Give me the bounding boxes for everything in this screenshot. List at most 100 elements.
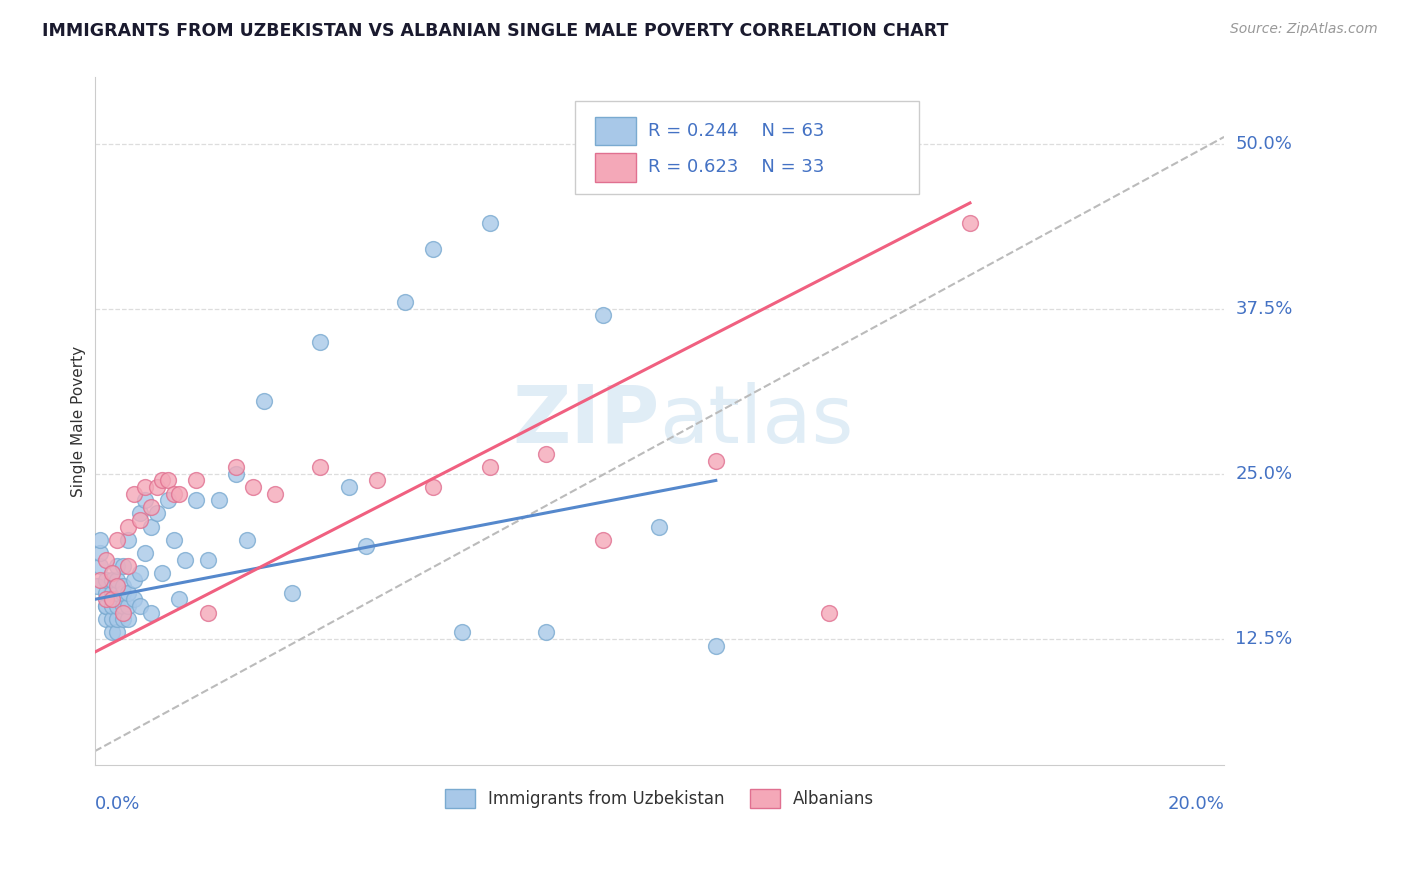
Point [117,612,139,626]
Point [128,566,150,580]
Point [122,486,145,500]
Point [122,573,145,587]
Legend: Immigrants from Uzbekistan, Albanians: Immigrants from Uzbekistan, Albanians [439,782,880,814]
Point [94,573,117,587]
Point [169,592,191,607]
Point [536,625,558,640]
Point [394,295,416,310]
Point [134,546,156,560]
Point [105,625,128,640]
Point [105,612,128,626]
Point [128,599,150,613]
Point [162,533,184,547]
Text: atlas: atlas [659,382,853,460]
Point [105,573,128,587]
Text: 25.0%: 25.0% [1236,465,1292,483]
Point [111,599,134,613]
Point [156,474,179,488]
Point [150,474,173,488]
Point [139,519,162,533]
Point [122,592,145,607]
Point [197,606,219,620]
Text: 50.0%: 50.0% [1236,135,1292,153]
Point [162,486,184,500]
Point [450,625,472,640]
Point [309,334,332,349]
Point [111,606,134,620]
Point [100,612,122,626]
Point [478,216,501,230]
Point [236,533,259,547]
Point [592,308,614,322]
Point [253,394,276,409]
Point [100,592,122,607]
Point [94,612,117,626]
Point [89,546,111,560]
Point [94,599,117,613]
Point [225,460,247,475]
Point [100,573,122,587]
Point [592,533,614,547]
Point [86,579,108,593]
FancyBboxPatch shape [595,153,636,182]
Point [366,474,388,488]
Point [208,493,231,508]
Point [105,599,128,613]
Point [264,486,287,500]
Point [536,447,558,461]
Point [100,586,122,600]
Point [117,533,139,547]
Point [422,480,444,494]
Point [242,480,264,494]
Text: 20.0%: 20.0% [1167,796,1225,814]
Text: IMMIGRANTS FROM UZBEKISTAN VS ALBANIAN SINGLE MALE POVERTY CORRELATION CHART: IMMIGRANTS FROM UZBEKISTAN VS ALBANIAN S… [42,22,949,40]
Point [174,552,197,566]
Point [478,460,501,475]
Point [111,612,134,626]
Point [128,513,150,527]
Text: R = 0.244    N = 63: R = 0.244 N = 63 [648,122,824,140]
Point [134,493,156,508]
Text: ZIP: ZIP [512,382,659,460]
Point [94,586,117,600]
Point [105,579,128,593]
Point [134,480,156,494]
Point [156,493,179,508]
Point [139,500,162,514]
FancyBboxPatch shape [575,102,920,194]
Point [117,599,139,613]
Point [704,639,727,653]
Text: R = 0.623    N = 33: R = 0.623 N = 33 [648,159,824,177]
Point [89,533,111,547]
Point [197,552,219,566]
Point [105,533,128,547]
Point [225,467,247,481]
Point [648,519,671,533]
Y-axis label: Single Male Poverty: Single Male Poverty [72,345,86,497]
Point [89,573,111,587]
Text: 0.0%: 0.0% [94,796,141,814]
Point [169,486,191,500]
Point [117,559,139,574]
Point [105,559,128,574]
Point [94,552,117,566]
Point [100,599,122,613]
Point [145,480,167,494]
Point [94,592,117,607]
Point [186,474,208,488]
Point [309,460,332,475]
Point [422,242,444,256]
Point [111,559,134,574]
Point [128,507,150,521]
Point [959,216,981,230]
Point [817,606,839,620]
Point [100,592,122,607]
Point [354,540,377,554]
Point [111,579,134,593]
Text: 37.5%: 37.5% [1236,300,1292,318]
Point [111,586,134,600]
Point [145,507,167,521]
Point [139,606,162,620]
Point [281,586,304,600]
Point [89,559,111,574]
